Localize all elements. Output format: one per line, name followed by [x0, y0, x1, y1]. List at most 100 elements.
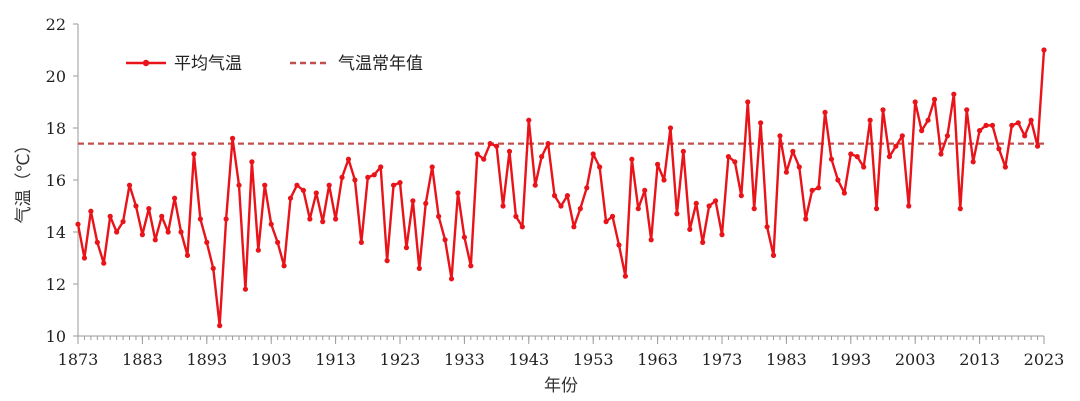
x-tick-label: 1993: [830, 350, 871, 369]
data-point: [983, 122, 989, 128]
data-point: [880, 107, 886, 113]
series-avg-temp-points: [75, 47, 1047, 329]
series-avg-temp-line: [76, 49, 1046, 327]
y-tick-label: 12: [46, 275, 66, 294]
data-point: [803, 216, 809, 222]
y-axis-title: 气温（℃）: [14, 136, 34, 223]
data-point: [745, 99, 751, 105]
data-point: [551, 193, 558, 199]
data-point: [1022, 133, 1028, 139]
data-point: [977, 128, 983, 134]
data-point: [436, 213, 442, 219]
data-point: [925, 117, 931, 123]
y-tick-label: 18: [46, 119, 66, 138]
data-point: [1009, 122, 1015, 128]
data-point: [229, 135, 236, 141]
x-tick-label: 1913: [315, 350, 356, 369]
data-point: [339, 174, 345, 180]
data-point: [165, 229, 171, 235]
data-point: [429, 164, 435, 170]
data-point: [912, 99, 918, 105]
data-point: [667, 125, 674, 131]
data-point: [590, 151, 596, 157]
x-tick-label: 1893: [186, 350, 227, 369]
data-point: [275, 239, 281, 245]
data-point: [1034, 143, 1041, 149]
data-point: [919, 128, 925, 134]
data-point: [680, 148, 686, 154]
data-point: [94, 239, 100, 245]
data-point: [616, 242, 622, 248]
data-point: [126, 182, 133, 188]
x-tick-label: 1933: [444, 350, 485, 369]
data-point: [352, 177, 358, 183]
data-point: [957, 206, 963, 212]
x-tick-label: 1983: [766, 350, 807, 369]
data-point: [172, 195, 178, 201]
data-point: [674, 211, 680, 217]
data-point: [964, 107, 970, 113]
data-point: [661, 177, 667, 183]
data-point: [184, 252, 191, 258]
data-point: [751, 206, 757, 212]
x-tick-label: 1943: [508, 350, 549, 369]
data-point: [719, 232, 725, 238]
data-point: [648, 237, 654, 243]
data-point: [403, 245, 410, 251]
data-point: [139, 232, 145, 238]
data-point: [725, 154, 732, 160]
data-point: [255, 247, 261, 253]
data-point: [584, 185, 590, 191]
data-point: [120, 219, 126, 225]
data-point: [461, 234, 467, 240]
data-point: [970, 159, 976, 165]
data-point: [687, 226, 693, 232]
data-point: [107, 213, 113, 219]
data-point: [358, 239, 364, 245]
data-point: [532, 182, 538, 188]
x-tick-label: 1903: [251, 350, 292, 369]
x-tick-label: 1883: [122, 350, 163, 369]
data-point: [828, 156, 835, 162]
x-axis-title: 年份: [544, 376, 578, 396]
data-point: [178, 229, 184, 235]
data-point: [378, 164, 384, 170]
data-point: [81, 255, 88, 261]
data-point: [597, 164, 603, 170]
axis-ticks: [73, 23, 1045, 344]
data-point: [333, 216, 339, 222]
y-tick-label: 22: [46, 15, 66, 34]
data-point: [146, 206, 152, 212]
x-tick-label: 1923: [380, 350, 421, 369]
data-point: [989, 122, 996, 128]
data-point: [519, 224, 525, 230]
data-point: [564, 193, 571, 199]
x-tick-labels: 1873 1883 1893 1903 1913 1923 1933 1943 1953 1963…: [58, 350, 1065, 369]
data-point: [500, 203, 506, 209]
data-point: [249, 159, 255, 165]
data-point: [609, 213, 616, 219]
data-point: [287, 195, 294, 201]
x-tick-label: 1973: [702, 350, 743, 369]
x-tick-label: 2013: [959, 350, 1000, 369]
x-tick-label: 2023: [1024, 350, 1065, 369]
data-point: [210, 265, 216, 271]
data-point: [622, 273, 629, 279]
legend-avg-temp-label: 平均气温: [174, 54, 242, 74]
data-point: [777, 133, 783, 139]
data-point: [758, 120, 764, 126]
data-point: [487, 141, 493, 147]
data-point: [854, 154, 860, 160]
data-point: [307, 216, 313, 222]
data-point: [133, 203, 139, 209]
data-point: [558, 203, 564, 209]
data-point: [841, 190, 847, 196]
data-point: [101, 260, 107, 266]
data-point: [468, 263, 474, 269]
data-point: [152, 237, 158, 243]
data-point: [416, 265, 422, 271]
data-point: [848, 151, 854, 157]
data-point: [931, 96, 938, 102]
data-point: [944, 133, 951, 139]
